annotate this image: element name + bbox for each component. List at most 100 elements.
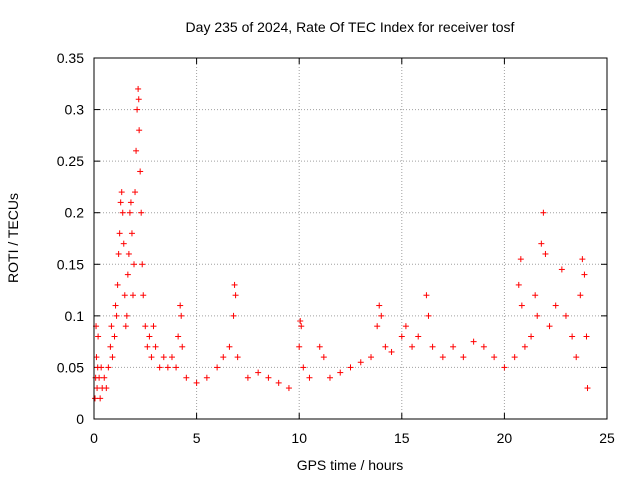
data-point (552, 302, 559, 309)
data-point (316, 343, 323, 350)
data-point (135, 96, 142, 103)
data-point (144, 343, 151, 350)
data-point (116, 230, 123, 237)
data-point (175, 333, 182, 340)
data-point (501, 364, 508, 371)
data-point (326, 374, 333, 381)
data-point (140, 292, 147, 299)
data-point (120, 240, 127, 247)
data-point (515, 281, 522, 288)
data-point (119, 209, 126, 216)
data-point (232, 292, 239, 299)
data-point (532, 292, 539, 299)
data-point (203, 374, 210, 381)
data-point (337, 369, 344, 376)
data-point (244, 374, 251, 381)
data-point (470, 338, 477, 345)
data-point (168, 354, 175, 361)
data-point (231, 281, 238, 288)
data-point (546, 323, 553, 330)
data-point (255, 369, 262, 376)
data-point (121, 292, 128, 299)
data-point (135, 85, 142, 92)
data-point (92, 395, 99, 402)
axis-ticks: 0 5 10 15 20 25 0 0.05 0.1 0.15 0.2 0.25 0.3 0.35 (57, 50, 615, 446)
data-point (108, 323, 115, 330)
y-tick-label: 0.15 (57, 256, 84, 272)
x-tick-label: 15 (394, 430, 410, 446)
data-point (117, 199, 124, 206)
data-point (132, 189, 139, 196)
data-point (491, 354, 498, 361)
data-point (118, 189, 125, 196)
data-point (173, 364, 180, 371)
data-point (423, 292, 430, 299)
data-point (127, 199, 134, 206)
y-tick-label: 0.35 (57, 50, 84, 66)
plot-frame (93, 57, 608, 420)
data-point (139, 261, 146, 268)
y-tick-label: 0.25 (57, 153, 84, 169)
data-point (97, 395, 104, 402)
data-point (374, 323, 381, 330)
data-point (460, 354, 467, 361)
data-point (298, 323, 305, 330)
data-point (320, 354, 327, 361)
data-point (123, 312, 130, 319)
data-point (126, 209, 133, 216)
data-point (137, 168, 144, 175)
data-point (300, 364, 307, 371)
data-point (193, 379, 200, 386)
data-point (583, 333, 590, 340)
data-point (306, 374, 313, 381)
data-point (518, 302, 525, 309)
data-point (101, 374, 108, 381)
data-point (179, 343, 186, 350)
data-point (581, 271, 588, 278)
data-point (112, 302, 119, 309)
data-point (558, 266, 565, 273)
data-point (398, 333, 405, 340)
data-point (296, 343, 303, 350)
data-point (480, 343, 487, 350)
data-point (534, 312, 541, 319)
grid-lines (94, 58, 607, 419)
data-point (429, 343, 436, 350)
data-point (521, 343, 528, 350)
data-point (584, 385, 591, 392)
y-tick-label: 0.3 (65, 102, 85, 118)
y-tick-label: 0 (76, 411, 84, 427)
data-point (234, 354, 241, 361)
data-point (382, 343, 389, 350)
data-point (111, 333, 118, 340)
data-point (178, 312, 185, 319)
data-point (357, 359, 364, 366)
data-points (92, 85, 591, 402)
data-point (376, 302, 383, 309)
data-point (134, 106, 141, 113)
data-point (107, 343, 114, 350)
data-point (142, 323, 149, 330)
data-point (368, 354, 375, 361)
y-tick-label: 0.2 (65, 205, 85, 221)
data-point (96, 374, 103, 381)
data-point (109, 354, 116, 361)
y-tick-label: 0.1 (65, 308, 85, 324)
x-tick-label: 20 (497, 430, 513, 446)
data-point (573, 354, 580, 361)
data-point (542, 250, 549, 257)
data-point (579, 256, 586, 263)
y-axis-label: ROTI / TECUs (5, 193, 21, 283)
data-point (577, 292, 584, 299)
data-point (164, 364, 171, 371)
data-point (226, 343, 233, 350)
data-point (125, 250, 132, 257)
data-point (562, 312, 569, 319)
x-tick-label: 5 (193, 430, 201, 446)
data-point (148, 354, 155, 361)
data-point (214, 364, 221, 371)
data-point (98, 364, 105, 371)
data-point (105, 364, 112, 371)
